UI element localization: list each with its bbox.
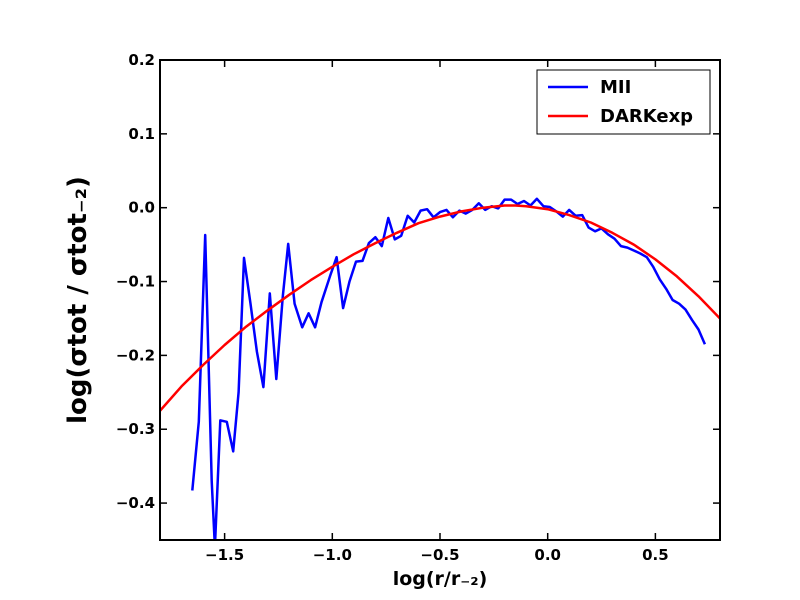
legend-label-darkexp: DARKexp xyxy=(600,106,693,127)
y-axis-label: log(σtot / σtot₋₂) xyxy=(63,176,93,424)
legend-box xyxy=(536,69,711,135)
x-tick-label: −0.5 xyxy=(420,546,459,564)
x-tick-label: −1.0 xyxy=(313,546,352,564)
x-tick-label: 0.5 xyxy=(642,546,669,564)
y-tick-label: 0.1 xyxy=(128,125,155,143)
series-line-darkexp xyxy=(160,204,720,412)
series-line-mii xyxy=(191,197,707,540)
y-tick-label: −0.1 xyxy=(116,273,155,291)
x-axis-label: log(r/r₋₂) xyxy=(393,568,488,590)
legend: MII DARKexp xyxy=(536,69,711,135)
y-tick-label: −0.2 xyxy=(116,346,155,364)
plot-frame xyxy=(159,59,721,541)
tick-labels: −1.5 −1.0 −0.5 0.0 0.5 −0.4 −0.3 −0.2 −0.1 0.0 0.1… xyxy=(116,51,669,564)
y-tick-label: −0.4 xyxy=(116,494,155,512)
legend-label-mii: MII xyxy=(600,77,631,98)
y-tick-label: 0.2 xyxy=(128,51,155,69)
series-layer xyxy=(160,197,720,540)
y-tick-label: 0.0 xyxy=(128,199,155,217)
y-tick-label: −0.3 xyxy=(116,420,155,438)
x-tick-label: −1.5 xyxy=(205,546,244,564)
x-tick-label: 0.0 xyxy=(534,546,561,564)
